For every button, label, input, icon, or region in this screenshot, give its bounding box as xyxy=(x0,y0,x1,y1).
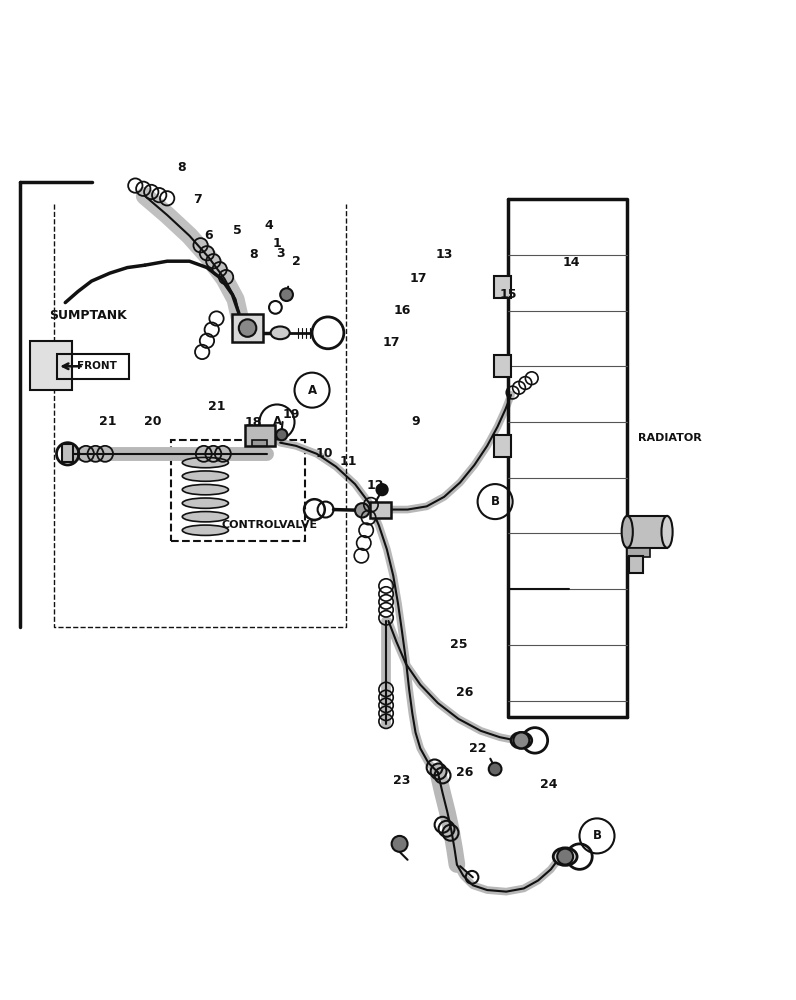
Ellipse shape xyxy=(553,848,577,865)
Text: 23: 23 xyxy=(393,774,411,787)
Text: 21: 21 xyxy=(208,400,225,413)
Ellipse shape xyxy=(182,457,228,468)
Circle shape xyxy=(392,836,408,852)
Text: 17: 17 xyxy=(409,272,427,285)
Text: CONTROLVALVE: CONTROLVALVE xyxy=(221,520,318,530)
Text: 21: 21 xyxy=(99,415,116,428)
Ellipse shape xyxy=(622,516,633,548)
Text: 15: 15 xyxy=(499,288,517,301)
Text: 17: 17 xyxy=(383,336,400,349)
Circle shape xyxy=(280,288,293,301)
Text: 14: 14 xyxy=(563,256,580,269)
Bar xyxy=(494,355,511,377)
Text: 8: 8 xyxy=(249,248,257,261)
Text: B: B xyxy=(592,829,602,842)
Bar xyxy=(245,425,275,446)
Bar xyxy=(252,440,267,446)
Text: 7: 7 xyxy=(193,193,201,206)
Text: 4: 4 xyxy=(265,219,273,232)
Bar xyxy=(627,548,650,557)
Text: 19: 19 xyxy=(283,408,300,421)
Ellipse shape xyxy=(182,525,228,535)
Text: 5: 5 xyxy=(233,224,241,237)
Bar xyxy=(627,516,667,548)
Text: B: B xyxy=(490,495,500,508)
Ellipse shape xyxy=(661,516,673,548)
Ellipse shape xyxy=(182,498,228,508)
Text: 1: 1 xyxy=(273,237,281,250)
Text: A: A xyxy=(272,415,282,428)
Circle shape xyxy=(355,503,369,518)
Text: 26: 26 xyxy=(456,686,474,699)
Text: 6: 6 xyxy=(205,229,213,242)
Ellipse shape xyxy=(511,732,532,748)
Ellipse shape xyxy=(182,484,228,495)
Text: 9: 9 xyxy=(412,415,419,428)
Bar xyxy=(62,444,73,462)
Text: 24: 24 xyxy=(540,778,558,791)
Text: 20: 20 xyxy=(144,415,162,428)
Bar xyxy=(494,276,511,298)
Bar xyxy=(171,440,305,541)
Text: 13: 13 xyxy=(435,248,453,261)
Text: 11: 11 xyxy=(340,455,357,468)
Bar xyxy=(57,354,129,379)
Circle shape xyxy=(513,732,529,748)
Text: SUMPTANK: SUMPTANK xyxy=(49,309,127,322)
Bar xyxy=(494,435,511,457)
Text: FRONT: FRONT xyxy=(77,361,117,371)
Circle shape xyxy=(276,429,287,440)
Ellipse shape xyxy=(182,512,228,522)
Bar xyxy=(508,199,627,717)
Circle shape xyxy=(239,319,256,337)
Bar xyxy=(370,502,391,518)
Text: 2: 2 xyxy=(292,255,300,268)
Bar xyxy=(629,556,643,573)
Bar xyxy=(30,341,72,390)
Text: A: A xyxy=(307,384,317,397)
Circle shape xyxy=(377,484,388,495)
Text: 22: 22 xyxy=(469,742,486,755)
Text: RADIATOR: RADIATOR xyxy=(638,433,702,443)
Text: 25: 25 xyxy=(450,638,467,651)
Text: 8: 8 xyxy=(178,161,185,174)
Text: 26: 26 xyxy=(456,766,474,779)
Text: 12: 12 xyxy=(367,479,384,492)
Circle shape xyxy=(489,763,501,775)
Text: 18: 18 xyxy=(244,416,262,429)
Text: 3: 3 xyxy=(276,247,284,260)
Circle shape xyxy=(557,849,573,865)
Text: 16: 16 xyxy=(393,304,411,317)
Bar xyxy=(232,314,263,342)
Ellipse shape xyxy=(271,326,290,339)
Text: 10: 10 xyxy=(316,447,334,460)
Ellipse shape xyxy=(182,471,228,481)
